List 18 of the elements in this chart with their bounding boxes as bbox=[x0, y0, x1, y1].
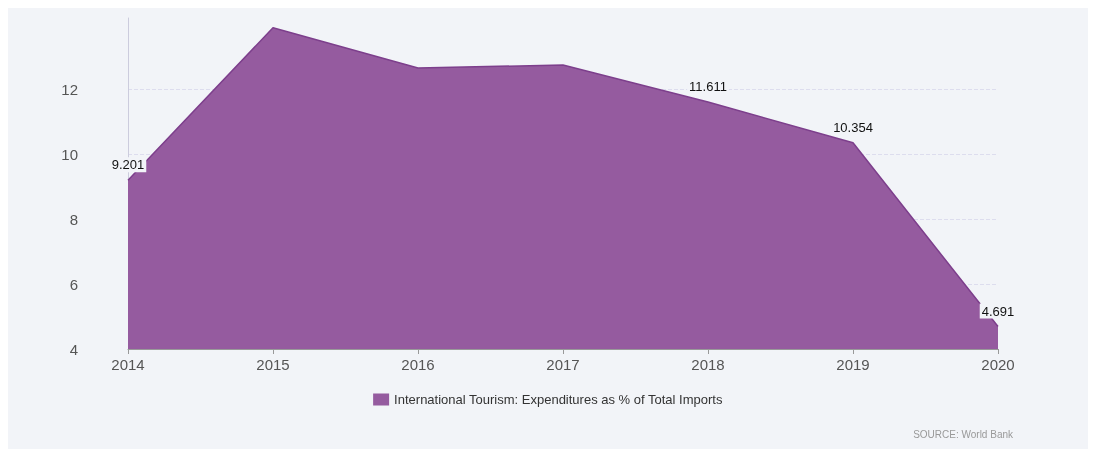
data-label: 11.611 bbox=[689, 79, 727, 95]
x-tick-label: 2018 bbox=[691, 356, 725, 373]
x-tick-label: 2015 bbox=[256, 356, 290, 373]
x-tick-label: 2014 bbox=[111, 356, 145, 373]
x-tick-label: 2017 bbox=[546, 356, 580, 373]
data-label: 10.354 bbox=[833, 119, 873, 135]
x-tick-label: 2020 bbox=[981, 356, 1015, 373]
x-tick-label: 2016 bbox=[401, 356, 435, 373]
legend-label: International Tourism: Expenditures as % of Total Imports bbox=[394, 392, 723, 407]
y-tick-label: 12 bbox=[61, 80, 78, 98]
data-label: 9.201 bbox=[111, 157, 145, 173]
y-tick-label: 6 bbox=[69, 275, 78, 293]
source-note: SOURCE: World Bank bbox=[913, 428, 1014, 440]
data-label: 4.691 bbox=[981, 303, 1015, 319]
x-tick-label: 2019 bbox=[836, 356, 870, 373]
y-tick-label: 8 bbox=[69, 210, 78, 228]
y-tick-label: 4 bbox=[69, 340, 78, 358]
y-tick-label: 10 bbox=[61, 145, 78, 163]
